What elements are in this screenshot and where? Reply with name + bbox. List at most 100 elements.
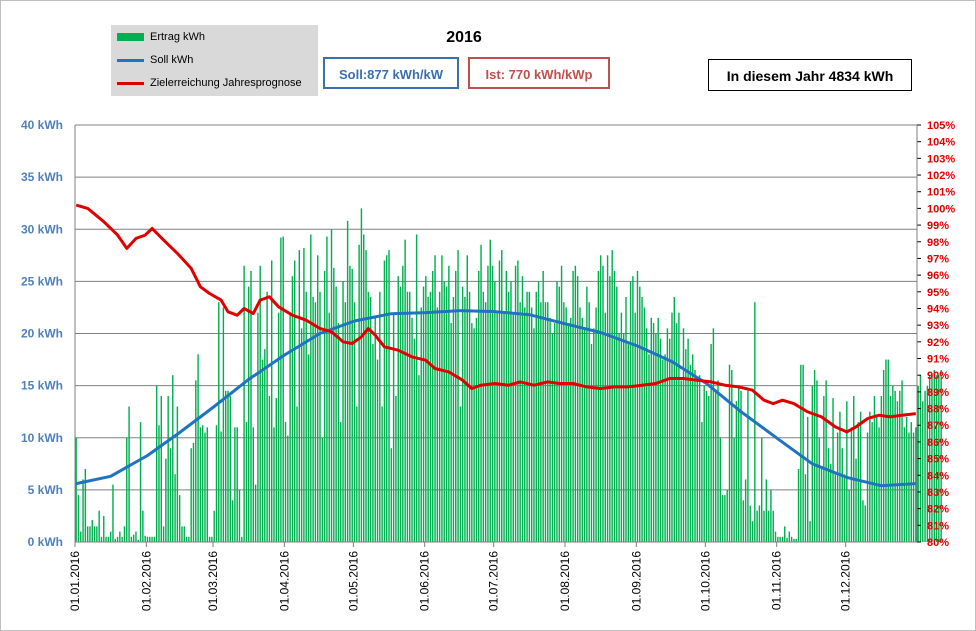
ertrag-bar <box>146 536 149 542</box>
ertrag-bar <box>353 302 356 542</box>
y-left-tick-label: 25 kWh <box>21 274 63 288</box>
ertrag-bar <box>247 286 250 542</box>
ertrag-bar <box>455 270 457 542</box>
ertrag-bar <box>521 276 524 542</box>
ertrag-bar <box>376 359 379 542</box>
ertrag-bar <box>298 250 301 542</box>
ertrag-bar <box>491 265 494 542</box>
ertrag-bar <box>319 291 321 542</box>
ertrag-bar <box>192 442 195 542</box>
ertrag-bar <box>595 307 597 542</box>
ertrag-bar <box>917 385 919 543</box>
ertrag-bar <box>804 474 807 542</box>
ertrag-bar <box>337 323 340 542</box>
ertrag-bar <box>857 422 860 542</box>
ertrag-bar <box>563 302 565 542</box>
y-right-tick-label: 93% <box>927 320 949 332</box>
ertrag-bar <box>411 317 413 542</box>
y-right-tick-label: 92% <box>927 337 949 349</box>
y-right-tick-label: 82% <box>927 504 949 516</box>
ertrag-bar <box>581 317 583 542</box>
ertrag-bar <box>698 375 701 542</box>
ertrag-bar <box>344 302 347 542</box>
ertrag-bar <box>452 297 455 542</box>
ertrag-bar <box>448 265 450 542</box>
axes: 0 kWh 5 kWh 10 kWh 15 kWh 20 kWh 25 kWh 30 kWh… <box>21 118 955 611</box>
ertrag-bar <box>89 526 91 542</box>
ertrag-bar <box>165 458 167 542</box>
ertrag-bar <box>333 267 335 542</box>
ertrag-bar <box>922 401 924 542</box>
ertrag-bar <box>620 312 623 542</box>
ertrag-bar <box>496 312 498 542</box>
ertrag-bar <box>675 323 678 542</box>
ertrag-bar <box>409 291 411 542</box>
ertrag-bar <box>512 312 514 542</box>
ertrag-bar <box>793 538 795 542</box>
ertrag-bar <box>312 297 314 542</box>
ertrag-bar <box>533 328 535 542</box>
ertrag-bar <box>77 495 80 542</box>
y-left-tick-label: 5 kWh <box>28 483 63 497</box>
ertrag-bar <box>800 364 802 542</box>
ertrag-bar <box>80 531 82 542</box>
ertrag-bar <box>386 255 388 542</box>
ertrag-bar <box>346 220 349 542</box>
ertrag-bar <box>892 385 894 543</box>
ertrag-bar <box>181 526 183 542</box>
ertrag-bar <box>107 536 110 542</box>
ertrag-bar <box>199 427 202 542</box>
ertrag-bar <box>910 422 912 542</box>
year-total-box: In diesem Jahr 4834 kWh <box>708 59 912 91</box>
ertrag-bar <box>91 520 93 542</box>
ertrag-bar <box>901 380 903 542</box>
y-left-tick-label: 0 kWh <box>28 535 63 549</box>
ertrag-bar <box>415 234 418 542</box>
ertrag-bar <box>880 396 883 542</box>
ertrag-bar <box>574 265 577 542</box>
ertrag-bar <box>859 411 862 542</box>
ertrag-bar <box>441 255 443 542</box>
ertrag-bar <box>406 291 409 542</box>
ertrag-bar <box>296 406 298 542</box>
x-tick-label: 01.02.2016 <box>139 551 153 611</box>
ertrag-bar <box>689 364 692 542</box>
ertrag-bar <box>284 422 287 542</box>
legend-swatch-ertrag <box>117 33 144 41</box>
ertrag-bar <box>765 479 768 542</box>
ertrag-bar <box>229 396 231 542</box>
ertrag-bar <box>673 297 676 542</box>
ertrag-bar <box>227 390 229 542</box>
y-right-tick-label: 83% <box>927 487 949 499</box>
ertrag-bar <box>685 349 687 542</box>
y-right-tick-label: 100% <box>927 203 955 215</box>
ertrag-bar <box>908 432 910 542</box>
ertrag-bar <box>652 323 655 542</box>
y-left-tick-label: 40 kWh <box>21 118 63 132</box>
ertrag-bar <box>855 458 857 542</box>
ertrag-bar <box>650 317 652 542</box>
legend-label-soll: Soll kWh <box>150 54 194 66</box>
ertrag-bar <box>928 375 931 542</box>
ertrag-bar <box>590 343 593 542</box>
ertrag-bar <box>218 302 220 542</box>
ertrag-bar <box>613 270 616 542</box>
ist-info-box: Ist: 770 kWh/kWp <box>468 57 610 89</box>
ertrag-bar <box>678 312 680 542</box>
ertrag-bar <box>153 536 156 542</box>
ertrag-bar <box>119 531 121 542</box>
ertrag-bar <box>843 474 846 542</box>
ertrag-bar <box>369 297 372 542</box>
ertrag-bar <box>726 489 728 543</box>
ertrag-bar <box>758 505 761 542</box>
ertrag-bar <box>761 437 763 542</box>
ertrag-bar <box>422 286 425 542</box>
ertrag-bar <box>774 531 777 542</box>
ertrag-bar <box>701 422 703 542</box>
ertrag-bar <box>694 369 696 542</box>
y-right-tick-label: 96% <box>927 270 949 282</box>
ertrag-bar <box>487 265 489 542</box>
ertrag-bar <box>853 396 855 542</box>
ertrag-bar <box>429 291 432 542</box>
